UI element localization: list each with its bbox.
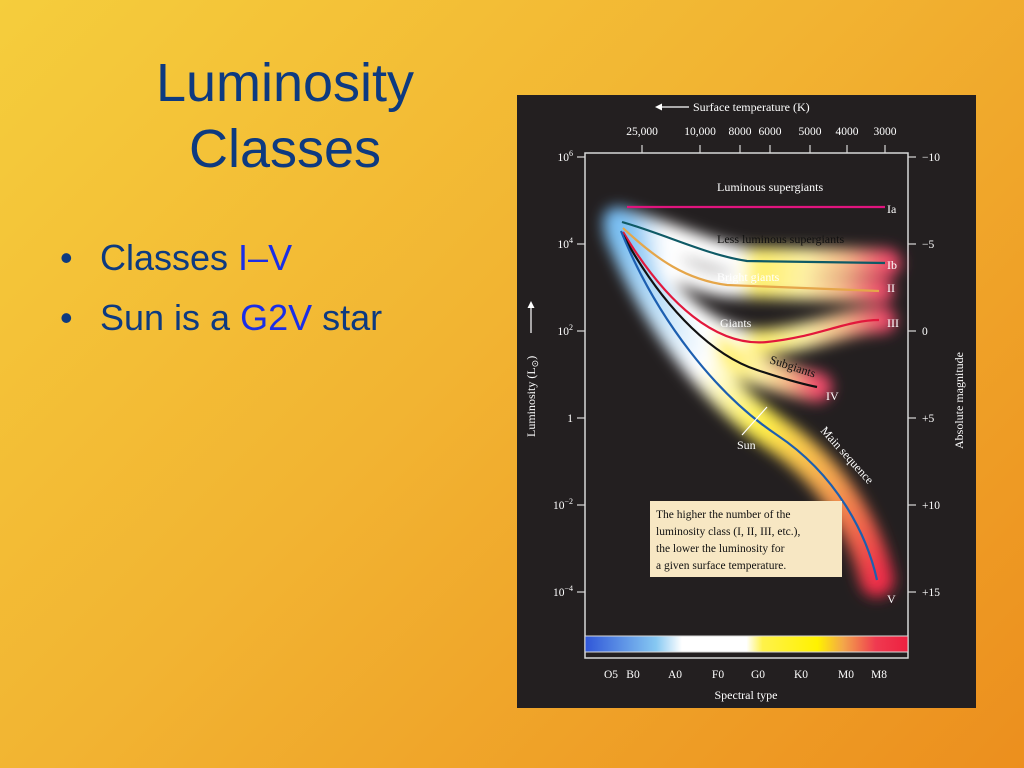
bullet-highlight: I–V — [238, 237, 293, 278]
bullet-item: • Classes I–V — [60, 232, 382, 292]
bullet-dot-icon: • — [60, 297, 73, 338]
bottom-tick-label: M0 — [838, 669, 854, 681]
right-tick-marks — [908, 156, 916, 593]
class-label-III: III — [887, 316, 899, 330]
bullet-item: • Sun is a G2V star — [60, 292, 382, 352]
class-label-Ia: Ia — [887, 202, 897, 216]
slide-title-line-2: Classes — [188, 119, 382, 179]
left-tick-label: 10−4 — [553, 584, 573, 599]
top-tick-label: 8000 — [729, 126, 752, 138]
right-tick-label: −5 — [922, 239, 934, 251]
spectral-color-bar — [584, 635, 909, 653]
bottom-axis-title: Spectral type — [715, 688, 778, 702]
class-label-II: II — [887, 281, 895, 295]
top-axis-arrowhead-icon — [655, 103, 662, 111]
hr-diagram: Sun Luminous supergiants Less luminous s… — [524, 100, 966, 702]
note-box — [650, 501, 842, 577]
note-line: The higher the number of the — [656, 509, 790, 521]
curve-class-IV — [622, 234, 818, 389]
bottom-tick-label: M8 — [871, 669, 887, 681]
bottom-tick-label: B0 — [626, 669, 640, 681]
top-axis-title: Surface temperature (K) — [693, 100, 810, 114]
left-tick-label: 102 — [558, 323, 574, 338]
note-text: The higher the number of the luminosity … — [656, 509, 803, 572]
label-bright-giants: Bright giants — [717, 270, 780, 284]
left-tick-label: 10−2 — [553, 497, 573, 512]
top-tick-labels: 25,000 10,000 8000 6000 5000 4000 3000 — [626, 126, 897, 138]
top-tick-label: 6000 — [759, 126, 782, 138]
bottom-tick-label: G0 — [751, 669, 765, 681]
top-tick-label: 4000 — [836, 126, 859, 138]
left-axis-title: Luminosity (L⊙) — [524, 356, 540, 437]
bullet-text: Sun is a — [100, 297, 241, 338]
curve-class-Ib — [621, 220, 886, 265]
right-tick-label: 0 — [922, 326, 928, 338]
right-tick-label: +10 — [922, 500, 940, 512]
slide-title-line-1: Luminosity — [155, 53, 415, 113]
label-less-luminous-supergiants: Less luminous supergiants — [717, 232, 844, 246]
class-label-IV: IV — [826, 389, 839, 403]
note-line: the lower the luminosity for — [656, 543, 785, 555]
top-tick-label: 10,000 — [684, 126, 716, 138]
class-label-Ib: Ib — [887, 258, 897, 272]
curve-class-V — [619, 230, 879, 581]
bottom-tick-label: K0 — [794, 669, 808, 681]
bullet-text: Classes — [100, 237, 239, 278]
plot-frame — [584, 152, 909, 659]
label-giants: Giants — [720, 316, 752, 330]
bottom-tick-label: F0 — [712, 669, 724, 681]
left-tick-label: 106 — [558, 149, 574, 164]
right-tick-label: −10 — [922, 152, 940, 164]
sun-label: Sun — [737, 438, 756, 452]
curve-class-III — [622, 231, 880, 344]
right-tick-label: +5 — [922, 413, 934, 425]
right-tick-labels: −10 −5 0 +5 +10 +15 — [922, 152, 940, 599]
top-tick-marks — [641, 145, 886, 153]
top-tick-label: 25,000 — [626, 126, 658, 138]
right-axis-title: Absolute magnitude — [952, 352, 966, 449]
note-line: a given surface temperature. — [656, 560, 786, 572]
sun-pointer — [741, 406, 768, 436]
slide-title: Luminosity Classes — [100, 50, 470, 182]
left-tick-label: 104 — [558, 236, 574, 251]
left-axis-arrowhead-icon — [527, 301, 535, 308]
curve-class-II — [622, 227, 880, 293]
bullet-suffix: star — [312, 297, 383, 338]
note-line: luminosity class (I, II, III, etc.), — [656, 526, 800, 538]
class-label-V: V — [887, 592, 896, 606]
bullet-dot-icon: • — [60, 237, 73, 278]
label-luminous-supergiants: Luminous supergiants — [717, 180, 823, 194]
top-tick-label: 5000 — [799, 126, 822, 138]
left-tick-marks — [577, 156, 585, 593]
bottom-tick-labels: O5 B0 A0 F0 G0 K0 M0 M8 — [604, 669, 887, 681]
hr-diagram-figure: Sun Luminous supergiants Less luminous s… — [517, 95, 976, 708]
class-curves — [619, 205, 886, 581]
left-tick-labels: 106 104 102 1 10−2 10−4 — [553, 149, 573, 599]
bottom-tick-label: O5 — [604, 669, 618, 681]
bullet-highlight: G2V — [240, 297, 313, 338]
top-tick-label: 3000 — [874, 126, 897, 138]
bottom-tick-label: A0 — [668, 669, 682, 681]
bullet-list: • Classes I–V • Sun is a G2V star — [60, 232, 382, 352]
right-tick-label: +15 — [922, 587, 940, 599]
left-tick-label: 1 — [567, 413, 573, 425]
